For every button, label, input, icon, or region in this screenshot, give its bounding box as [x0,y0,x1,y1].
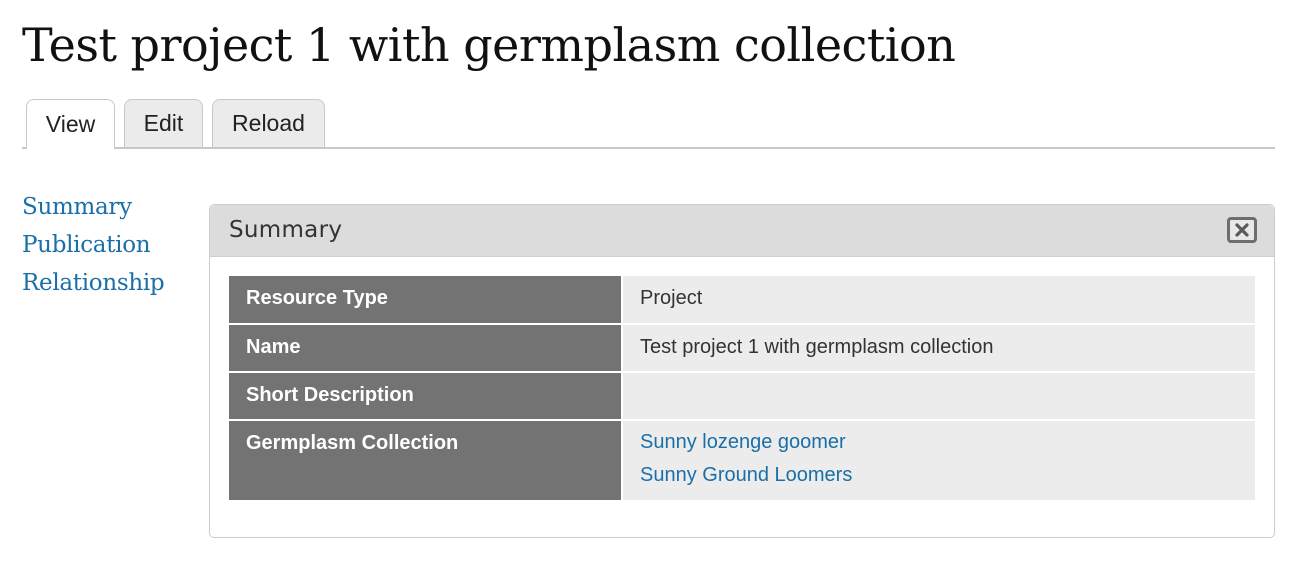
tab-view[interactable]: View [26,99,115,149]
table-row: Short Description [229,372,1255,421]
sidebar-item-publication[interactable]: Publication [22,232,151,258]
row-value-short-description [622,372,1255,421]
row-value-name: Test project 1 with germplasm collection [622,324,1255,373]
pane-header: Summary [210,205,1274,257]
tab-reload[interactable]: Reload [212,99,325,147]
row-value-germplasm-collection: Sunny lozenge goomer Sunny Ground Loomer… [622,420,1255,500]
table-row: Germplasm Collection Sunny lozenge goome… [229,420,1255,500]
close-icon [1235,223,1249,237]
close-pane-button[interactable] [1227,217,1257,243]
page-title: Test project 1 with germplasm collection [22,18,956,72]
row-label-resource-type: Resource Type [229,276,623,325]
details-table: Resource Type Project Name Test project … [229,276,1255,500]
tab-bar: View Edit Reload [22,99,1275,149]
row-label-name: Name [229,324,623,373]
pane-title: Summary [229,217,343,243]
sidebar-item-relationship[interactable]: Relationship [22,270,165,296]
row-label-germplasm-collection: Germplasm Collection [229,420,623,500]
tab-edit[interactable]: Edit [124,99,203,147]
table-row: Name Test project 1 with germplasm colle… [229,324,1255,373]
sidebar-item-summary[interactable]: Summary [22,194,132,220]
sidebar-nav: Summary Publication Relationship [22,188,165,302]
row-value-resource-type: Project [622,276,1255,325]
table-row: Resource Type Project [229,276,1255,325]
row-label-short-description: Short Description [229,372,623,421]
germplasm-link[interactable]: Sunny lozenge goomer [640,431,846,453]
summary-pane: Summary Resource Type Project Name Test … [209,204,1275,538]
germplasm-link[interactable]: Sunny Ground Loomers [640,464,853,486]
